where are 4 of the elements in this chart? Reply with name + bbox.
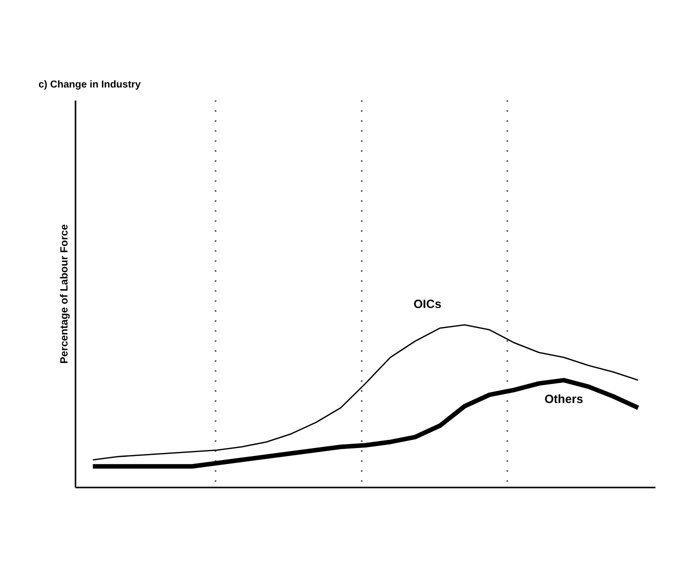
y-axis-title: Percentage of Labour Force xyxy=(58,224,70,364)
series-label: OICs xyxy=(413,296,442,311)
series-label: Others xyxy=(544,392,584,406)
chart-title: c) Change in Industry xyxy=(38,80,142,90)
